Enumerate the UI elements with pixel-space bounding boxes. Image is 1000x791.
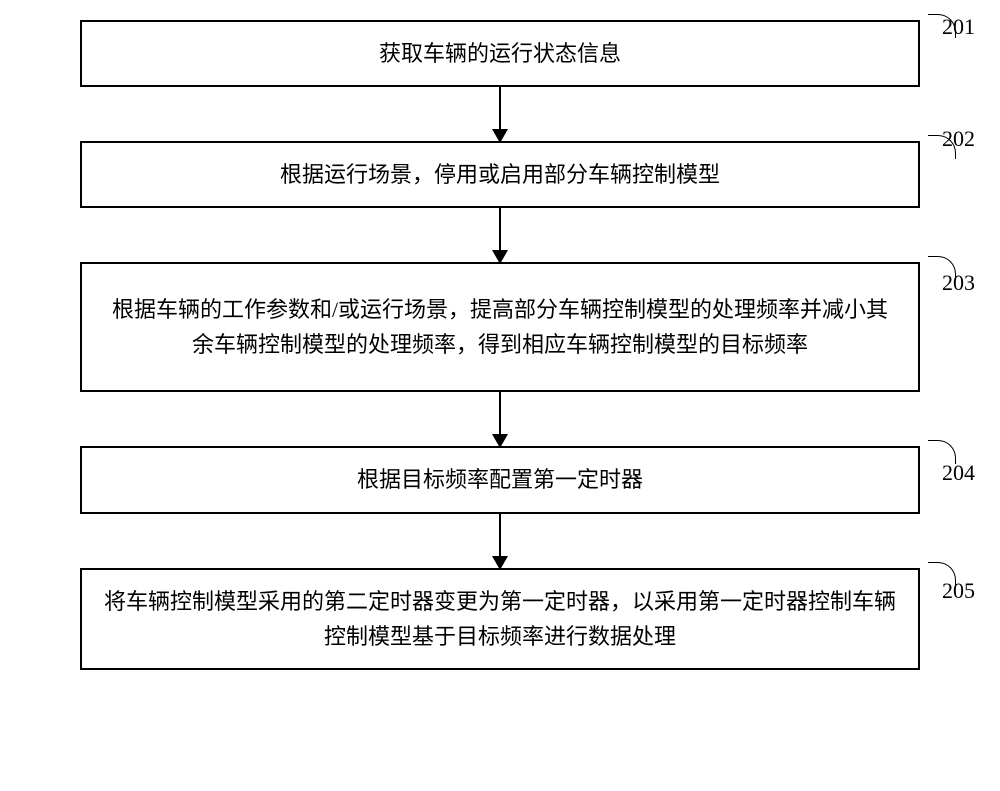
step-text: 将车辆控制模型采用的第二定时器变更为第一定时器，以采用第一定时器控制车辆控制模型…: [102, 584, 898, 654]
arrow: [499, 208, 501, 262]
step-label-203: 203: [942, 270, 975, 296]
arrow: [499, 514, 501, 568]
arrow: [499, 87, 501, 141]
step-text: 获取车辆的运行状态信息: [379, 36, 621, 71]
step-text: 根据车辆的工作参数和/或运行场景，提高部分车辆控制模型的处理频率并减小其余车辆控…: [102, 292, 898, 362]
arrow: [499, 392, 501, 446]
step-box-205: 将车辆控制模型采用的第二定时器变更为第一定时器，以采用第一定时器控制车辆控制模型…: [80, 568, 920, 670]
step-label-201: 201: [942, 14, 975, 40]
step-box-201: 获取车辆的运行状态信息: [80, 20, 920, 87]
step-text: 根据目标频率配置第一定时器: [357, 462, 643, 497]
step-label-202: 202: [942, 126, 975, 152]
step-box-204: 根据目标频率配置第一定时器: [80, 446, 920, 513]
step-text: 根据运行场景，停用或启用部分车辆控制模型: [280, 157, 720, 192]
flowchart-container: 获取车辆的运行状态信息 根据运行场景，停用或启用部分车辆控制模型 根据车辆的工作…: [60, 20, 940, 670]
step-label-205: 205: [942, 578, 975, 604]
step-label-204: 204: [942, 460, 975, 486]
step-box-203: 根据车辆的工作参数和/或运行场景，提高部分车辆控制模型的处理频率并减小其余车辆控…: [80, 262, 920, 392]
step-box-202: 根据运行场景，停用或启用部分车辆控制模型: [80, 141, 920, 208]
